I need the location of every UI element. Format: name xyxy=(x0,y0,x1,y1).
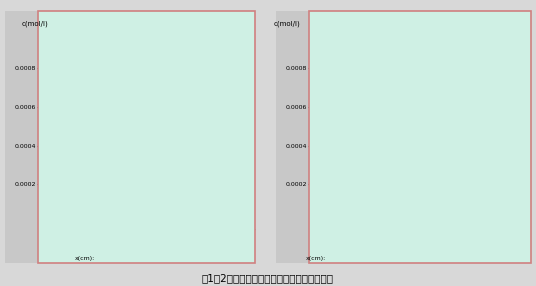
Text: x(cm):: x(cm): xyxy=(306,256,326,261)
Text: c(mol/l): c(mol/l) xyxy=(273,20,300,27)
Text: c(mol/l): c(mol/l) xyxy=(21,20,48,27)
Text: x(cm):: x(cm): xyxy=(75,256,95,261)
Text: 図1．2回目の電位掃引の電流レベルのシフト: 図1．2回目の電位掃引の電流レベルのシフト xyxy=(202,273,334,283)
